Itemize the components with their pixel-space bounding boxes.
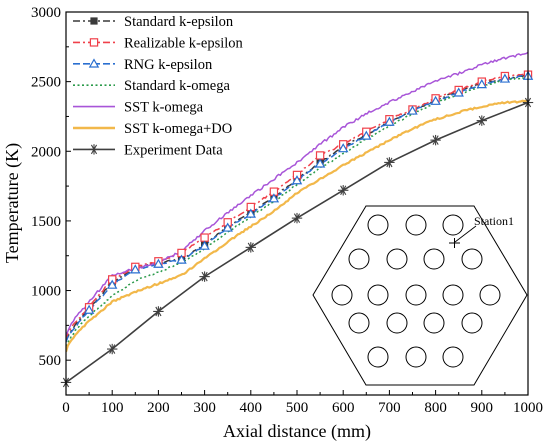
tube-circle (405, 214, 427, 236)
legend-label: SST k-omega+DO (124, 121, 232, 137)
x-tick-label: 700 (378, 400, 401, 416)
marker-square (90, 17, 98, 25)
marker-open-square (315, 151, 325, 160)
tube-circle (442, 214, 464, 236)
tube-circle (461, 248, 483, 270)
tube-circle (442, 284, 464, 306)
marker-star (199, 271, 210, 282)
tube-circle (423, 248, 445, 270)
tube-circle (367, 214, 389, 236)
y-tick-label: 3000 (31, 5, 61, 21)
markers-experiment-data (60, 97, 534, 388)
marker-open-triangle (453, 87, 464, 97)
marker-star (384, 157, 395, 168)
legend-label: RNG k-epsilon (124, 57, 213, 73)
series-line-sst-k-omega-do (66, 99, 528, 353)
series-line-standard-k-omega (66, 76, 528, 347)
legend-item-sst-k-omega-do: SST k-omega+DO (73, 121, 232, 137)
legend-item-experiment-data: Experiment Data (73, 142, 223, 158)
tube-circle (405, 346, 427, 368)
tube-circle (386, 312, 408, 334)
x-axis-title: Axial distance (mm) (223, 421, 371, 442)
tube-circle (405, 284, 427, 306)
tube-circle (331, 284, 353, 306)
y-tick-label: 1000 (31, 284, 61, 300)
y-tick-label: 2000 (31, 144, 61, 160)
tube-circle (367, 346, 389, 368)
legend-item-sst-k-omega: SST k-omega (73, 100, 204, 116)
hexagon-station-inset: Station1 (311, 201, 528, 393)
legend-label: SST k-omega (124, 100, 204, 116)
marker-open-square (89, 38, 99, 47)
x-tick-label: 1000 (513, 400, 543, 416)
marker-star (476, 115, 487, 126)
x-tick-label: 100 (101, 400, 124, 416)
marker-open-triangle (83, 304, 95, 314)
marker-star (88, 144, 100, 155)
series-line-realizable-k-epsilon (66, 73, 528, 340)
marker-open-triangle (499, 73, 511, 83)
legend-label: Standard k-omega (124, 78, 230, 94)
x-tick-label: 600 (332, 400, 355, 416)
y-tick-label: 500 (39, 353, 62, 369)
marker-open-triangle (130, 264, 141, 274)
marker-open-triangle (407, 105, 418, 115)
marker-open-triangle (361, 130, 372, 140)
marker-star (338, 185, 349, 196)
x-axis: 0 100 200 300 400 500 600 700 800 900 1000 (62, 390, 543, 416)
marker-open-triangle (153, 258, 164, 268)
marker-star (153, 306, 164, 317)
x-tick-label: 800 (424, 400, 447, 416)
marker-star (245, 242, 256, 253)
y-tick-label: 2500 (31, 75, 61, 91)
marker-open-square (200, 233, 209, 242)
tube-circle (423, 312, 445, 334)
marker-open-triangle (268, 193, 280, 203)
x-tick-label: 200 (147, 400, 170, 416)
x-tick-label: 300 (193, 400, 216, 416)
tube-circle (348, 248, 370, 270)
tube-circle (461, 312, 483, 334)
tube-circle (367, 284, 389, 306)
marker-star (107, 343, 118, 355)
legend-item-realizable-k-epsilon: Realizable k-epsilon (73, 35, 244, 51)
legend-label: Realizable k-epsilon (124, 35, 244, 51)
marker-open-triangle (106, 279, 118, 289)
marker-open-triangle (476, 79, 488, 89)
legend-item-rng-k-epsilon: RNG k-epsilon (73, 57, 213, 73)
legend: Standard k-epsilon Realizable k-epsilon RN… (73, 14, 244, 158)
y-axis-title: Temperature (K) (2, 143, 23, 263)
marker-open-triangle (199, 240, 210, 250)
marker-open-triangle (291, 175, 303, 185)
marker-open-triangle (337, 143, 349, 153)
marker-open-triangle (88, 58, 100, 68)
x-tick-label: 400 (240, 400, 263, 416)
y-tick-label: 1500 (31, 214, 61, 230)
marker-open-triangle (245, 208, 257, 218)
y-axis: 500 1000 1500 2000 2500 3000 (31, 5, 71, 396)
marker-open-triangle (430, 95, 441, 105)
series-line-sst-k-omega (66, 51, 528, 336)
marker-star (291, 212, 303, 224)
x-tick-label: 900 (471, 400, 494, 416)
legend-item-standard-k-epsilon: Standard k-epsilon (73, 14, 234, 30)
x-tick-label: 0 (62, 400, 70, 416)
marker-open-triangle (384, 116, 395, 126)
marker-open-triangle (176, 254, 187, 264)
marker-layer (60, 70, 534, 388)
marker-star (430, 134, 441, 146)
marker-open-triangle (314, 158, 326, 168)
legend-label: Experiment Data (124, 142, 223, 158)
tube-circle (442, 346, 464, 368)
tube-circle (479, 284, 501, 306)
legend-label: Standard k-epsilon (124, 14, 234, 30)
tube-circle (386, 248, 408, 270)
station-label: Station1 (474, 214, 514, 228)
marker-open-triangle (222, 222, 233, 232)
station-leader-line (454, 225, 477, 243)
tube-circle (348, 312, 370, 334)
legend-item-standard-k-omega: Standard k-omega (73, 78, 230, 94)
x-tick-label: 500 (286, 400, 309, 416)
